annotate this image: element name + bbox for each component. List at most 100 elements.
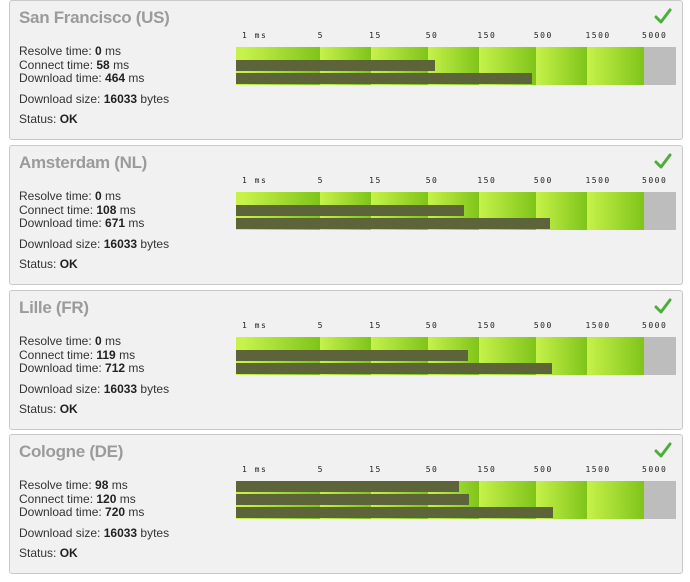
timing-scale bbox=[236, 481, 676, 519]
resolve-bar bbox=[236, 481, 460, 492]
location-title: San Francisco (US) bbox=[19, 8, 170, 27]
scale-tick-label: 500 bbox=[533, 31, 553, 40]
scale-tick-label: 5 bbox=[317, 321, 324, 330]
connect-time: Connect time: 119 ms bbox=[19, 347, 136, 362]
timing-row bbox=[236, 47, 676, 58]
check-icon bbox=[654, 298, 672, 314]
check-icon bbox=[654, 153, 672, 169]
scale-tick-label: 1500 bbox=[585, 321, 611, 330]
scale-segment bbox=[535, 47, 588, 85]
timing-chart: 1 ms 5 15 50 150 500 1500 5000 bbox=[236, 321, 676, 381]
location-title: Amsterdam (NL) bbox=[19, 153, 148, 172]
scale-tick-label: 1 ms bbox=[242, 176, 268, 185]
timing-row bbox=[236, 218, 676, 229]
connect-time: Connect time: 120 ms bbox=[19, 491, 136, 506]
resolve-time: Resolve time: 0 ms bbox=[19, 189, 122, 203]
scale-tick-label: 500 bbox=[533, 321, 553, 330]
scale-tick-label: 5 bbox=[317, 31, 324, 40]
timing-stats: Resolve time: 98 ms Connect time: 120 ms… bbox=[19, 478, 170, 561]
timing-row bbox=[236, 73, 676, 84]
scale-tick-label: 15 bbox=[369, 176, 382, 185]
download-size: Download size: 16033 bytes bbox=[19, 525, 170, 540]
download-size: Download size: 16033 bytes bbox=[19, 381, 170, 396]
status-text: Status: OK bbox=[19, 402, 78, 416]
scale-tick-label: 5000 bbox=[642, 176, 668, 185]
timing-chart: 1 ms 5 15 50 150 500 1500 5000 bbox=[236, 465, 676, 525]
timing-row bbox=[236, 507, 676, 518]
check-icon bbox=[654, 8, 672, 24]
scale-overflow-segment bbox=[644, 337, 676, 375]
location-title: Lille (FR) bbox=[19, 298, 89, 317]
scale-tick-label: 50 bbox=[425, 176, 439, 185]
scale-tick-label: 1 ms bbox=[242, 321, 268, 330]
scale-tick-label: 1500 bbox=[585, 465, 611, 474]
scale-tick-label: 1 ms bbox=[242, 31, 268, 40]
scale-tick-label: 5 bbox=[317, 465, 324, 474]
resolve-time: Resolve time: 0 ms bbox=[19, 44, 122, 58]
location-panel: San Francisco (US) Resolve time: 0 ms Co… bbox=[9, 0, 683, 140]
scale-tick-label: 500 bbox=[533, 176, 553, 185]
scale-tick-label: 5000 bbox=[642, 465, 668, 474]
scale-segment bbox=[587, 47, 644, 85]
timing-stats: Resolve time: 0 ms Connect time: 58 ms D… bbox=[19, 44, 170, 127]
connect-time: Connect time: 108 ms bbox=[19, 202, 136, 217]
check-icon bbox=[654, 442, 672, 458]
timing-row bbox=[236, 205, 676, 216]
download-bar bbox=[236, 73, 533, 84]
scale-tick-label: 150 bbox=[477, 176, 497, 185]
scale-tick-label: 500 bbox=[533, 465, 553, 474]
download-bar bbox=[236, 507, 553, 518]
scale-tick-label: 150 bbox=[477, 321, 497, 330]
resolve-time: Resolve time: 98 ms bbox=[19, 478, 128, 492]
timing-row bbox=[236, 494, 676, 505]
timing-chart: 1 ms 5 15 50 150 500 1500 5000 bbox=[236, 31, 676, 91]
scale-tick-label: 15 bbox=[369, 321, 382, 330]
download-size: Download size: 16033 bytes bbox=[19, 91, 170, 106]
status-text: Status: OK bbox=[19, 257, 78, 271]
download-bar bbox=[236, 218, 550, 229]
scale-segment bbox=[587, 192, 644, 230]
download-bar bbox=[236, 363, 553, 374]
status-text: Status: OK bbox=[19, 546, 78, 560]
scale-tick-label: 5 bbox=[317, 176, 324, 185]
scale-tick-label: 150 bbox=[477, 31, 497, 40]
scale-tick-label: 15 bbox=[369, 31, 382, 40]
location-panel: Lille (FR) Resolve time: 0 ms Connect ti… bbox=[9, 290, 683, 430]
location-panel: Cologne (DE) Resolve time: 98 ms Connect… bbox=[9, 434, 683, 574]
scale-segment bbox=[587, 481, 644, 519]
download-size: Download size: 16033 bytes bbox=[19, 236, 170, 251]
timing-scale bbox=[236, 47, 676, 85]
resolve-time: Resolve time: 0 ms bbox=[19, 334, 122, 348]
timing-scale bbox=[236, 337, 676, 375]
scale-overflow-segment bbox=[644, 192, 676, 230]
download-time: Download time: 712 ms bbox=[19, 361, 145, 375]
scale-tick-label: 1500 bbox=[585, 176, 611, 185]
connect-bar bbox=[236, 350, 469, 361]
download-time: Download time: 671 ms bbox=[19, 216, 145, 230]
timing-stats: Resolve time: 0 ms Connect time: 108 ms … bbox=[19, 189, 170, 272]
location-title: Cologne (DE) bbox=[19, 442, 124, 461]
scale-overflow-segment bbox=[644, 47, 676, 85]
scale-tick-label: 15 bbox=[369, 465, 382, 474]
location-panel: Amsterdam (NL) Resolve time: 0 ms Connec… bbox=[9, 145, 683, 285]
scale-tick-label: 150 bbox=[477, 465, 497, 474]
scale-tick-label: 5000 bbox=[642, 321, 668, 330]
connect-bar bbox=[236, 205, 464, 216]
timing-row bbox=[236, 350, 676, 361]
scale-tick-label: 5000 bbox=[642, 31, 668, 40]
connect-time: Connect time: 58 ms bbox=[19, 57, 130, 72]
timing-row bbox=[236, 337, 676, 348]
timing-scale bbox=[236, 192, 676, 230]
timing-stats: Resolve time: 0 ms Connect time: 119 ms … bbox=[19, 334, 170, 417]
scale-tick-label: 50 bbox=[425, 465, 439, 474]
timing-row bbox=[236, 192, 676, 203]
scale-segment bbox=[587, 337, 644, 375]
scale-tick-label: 50 bbox=[425, 321, 439, 330]
timing-row bbox=[236, 60, 676, 71]
scale-overflow-segment bbox=[644, 481, 676, 519]
connect-bar bbox=[236, 494, 469, 505]
connect-bar bbox=[236, 60, 435, 71]
download-time: Download time: 720 ms bbox=[19, 505, 145, 519]
download-time: Download time: 464 ms bbox=[19, 71, 145, 85]
